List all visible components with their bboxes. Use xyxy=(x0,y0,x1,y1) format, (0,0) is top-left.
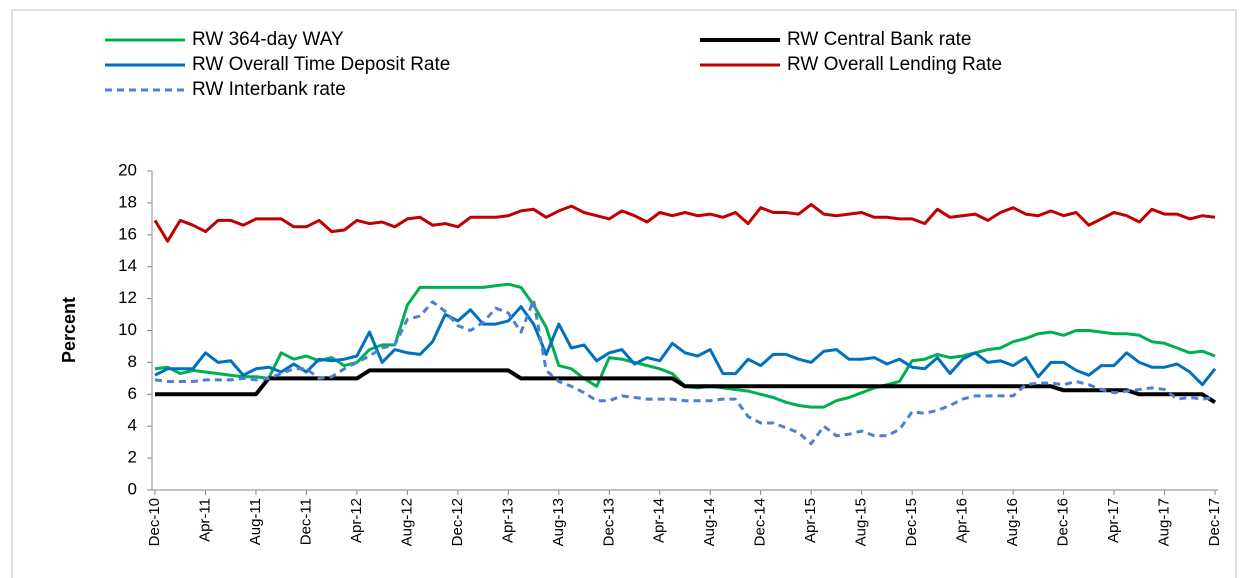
legend-label: RW Overall Lending Rate xyxy=(787,54,1002,75)
y-tick-label: 0 xyxy=(128,479,137,498)
x-tick-label: Dec-10 xyxy=(146,498,163,546)
x-tick-label: Aug-15 xyxy=(853,498,870,546)
y-tick-label: 20 xyxy=(118,160,137,179)
y-tick-label: 16 xyxy=(118,224,137,243)
legend-label: RW Overall Time Deposit Rate xyxy=(192,54,450,75)
chart-frame xyxy=(11,9,1237,578)
x-tick-label: Dec-16 xyxy=(1055,498,1072,546)
legend-label: RW Interbank rate xyxy=(192,79,346,100)
x-tick-label: Aug-17 xyxy=(1155,498,1172,546)
y-tick-label: 2 xyxy=(128,448,137,467)
y-tick-label: 10 xyxy=(118,320,137,339)
x-tick-label: Aug-16 xyxy=(1004,498,1021,546)
x-tick-label: Apr-11 xyxy=(196,498,213,542)
x-tick-label: Dec-12 xyxy=(449,498,466,546)
x-tick-label: Apr-16 xyxy=(954,498,971,543)
y-tick-label: 18 xyxy=(118,192,137,211)
y-axis-label: Percent xyxy=(59,297,79,363)
y-tick-label: 8 xyxy=(128,352,137,371)
x-tick-label: Dec-15 xyxy=(903,498,920,546)
x-tick-label: Dec-14 xyxy=(752,498,769,546)
legend-label: RW Central Bank rate xyxy=(787,29,971,50)
x-tick-label: Apr-13 xyxy=(499,498,516,543)
x-tick-label: Aug-13 xyxy=(550,498,567,546)
series-line xyxy=(155,368,1217,404)
x-tick-label: Dec-13 xyxy=(600,498,617,546)
series-line xyxy=(154,298,1216,446)
x-tick-label: Aug-12 xyxy=(398,498,415,546)
y-tick-label: 12 xyxy=(118,288,137,307)
x-tick-label: Apr-15 xyxy=(802,498,819,543)
x-tick-label: Dec-11 xyxy=(297,498,314,545)
legend-label: RW 364-day WAY xyxy=(192,29,344,50)
y-tick-label: 6 xyxy=(128,384,137,403)
x-tick-label: Aug-11 xyxy=(247,498,264,545)
series-line xyxy=(153,203,1216,243)
x-tick-label: Dec-17 xyxy=(1206,498,1223,546)
x-tick-label: Apr-14 xyxy=(651,498,668,543)
y-tick-label: 14 xyxy=(118,256,137,275)
series-line xyxy=(154,305,1217,387)
y-tick-label: 4 xyxy=(128,416,137,435)
x-tick-label: Aug-14 xyxy=(701,498,718,546)
x-tick-label: Apr-12 xyxy=(348,498,365,543)
x-tick-label: Apr-17 xyxy=(1105,498,1122,543)
